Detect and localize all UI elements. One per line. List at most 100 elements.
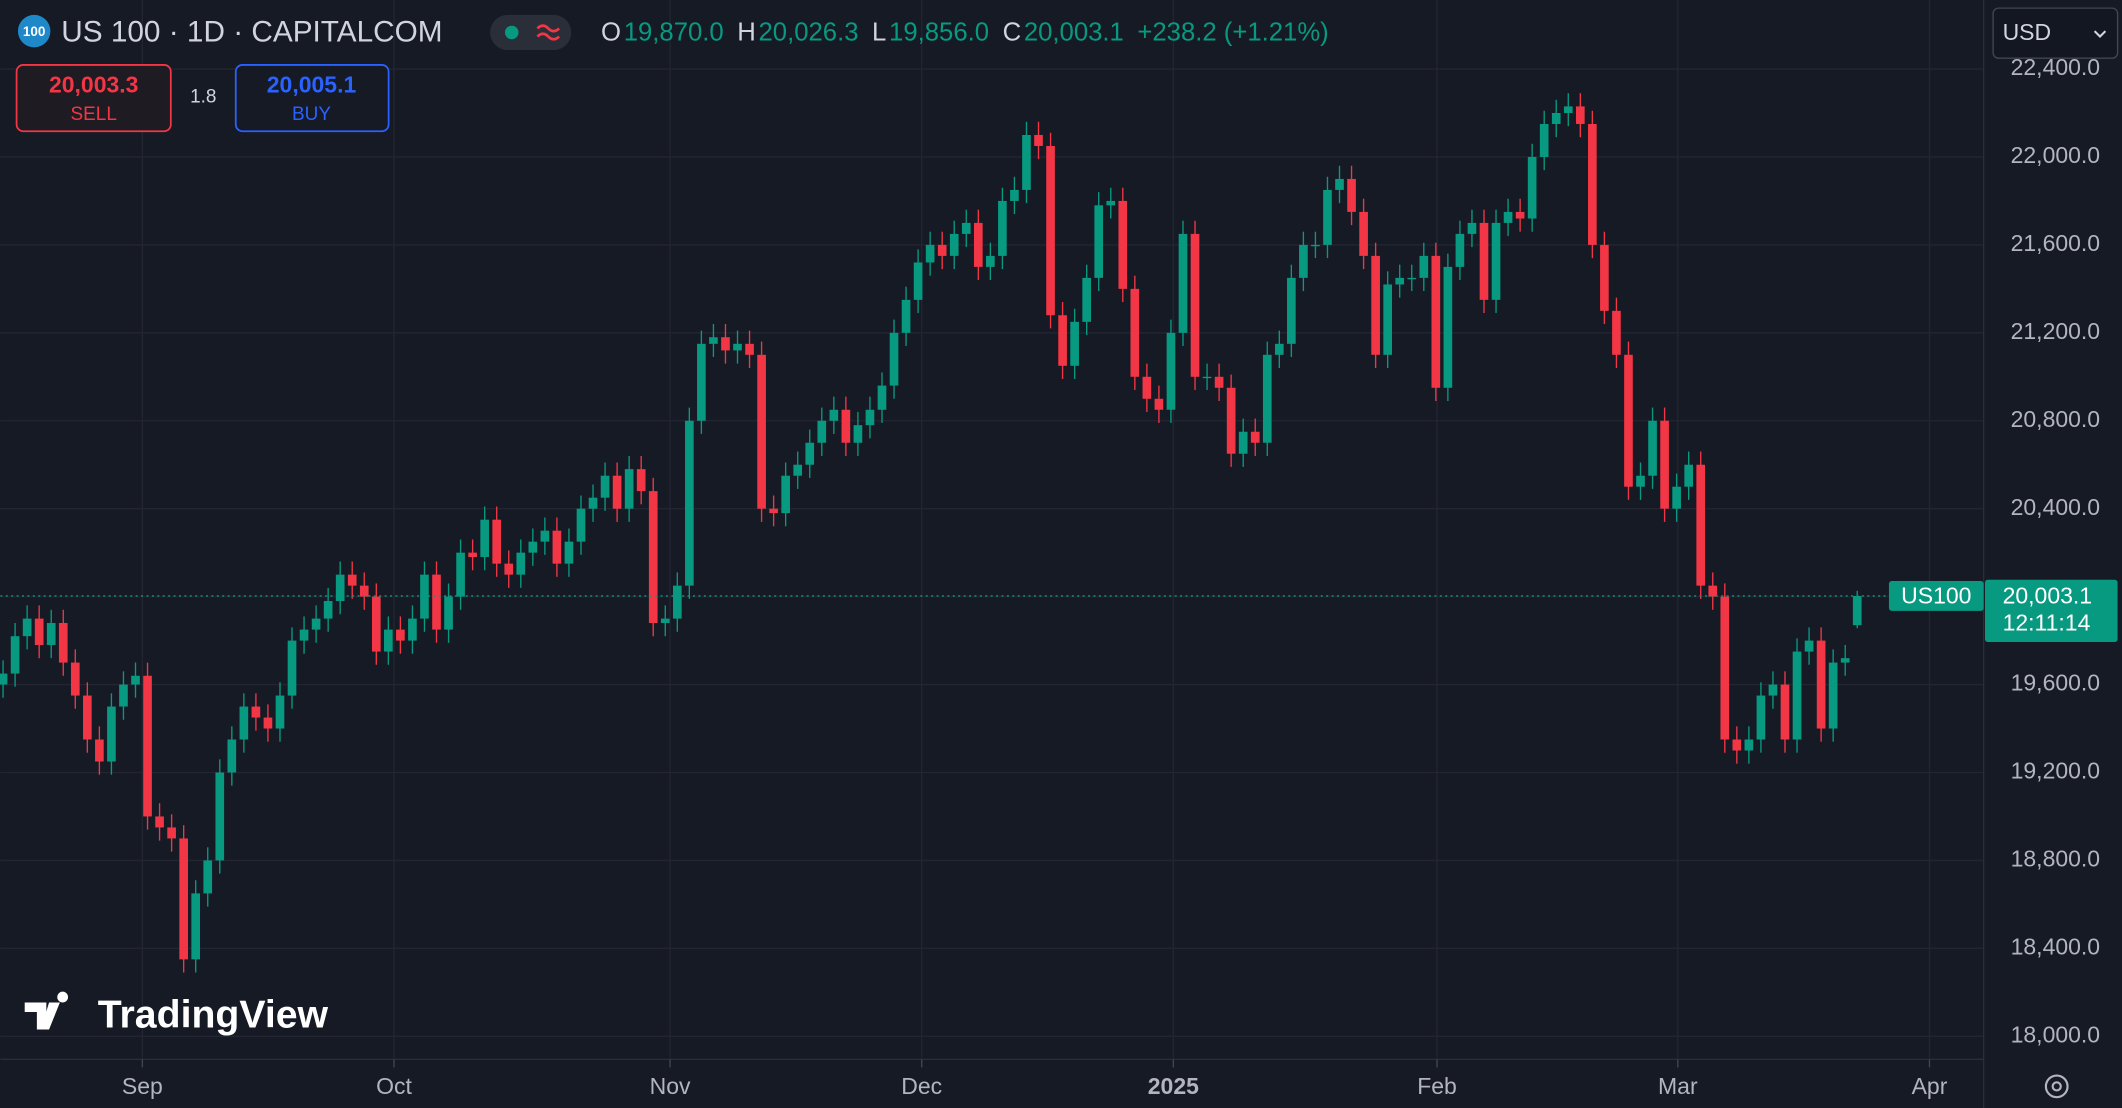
candle-body — [1780, 684, 1790, 740]
candle-body — [1299, 244, 1308, 278]
buy-button[interactable] — [234, 64, 390, 133]
candle-body — [227, 739, 237, 773]
candle-body — [841, 409, 851, 443]
candle-body — [1311, 244, 1320, 247]
countdown: 12:11:14 — [2003, 609, 2091, 635]
candle-body — [420, 574, 429, 619]
candle-body — [901, 299, 911, 333]
x-tick-label: Apr — [1912, 1073, 1948, 1099]
candle-body — [239, 706, 249, 740]
candle-body — [323, 601, 333, 619]
candle-body — [155, 816, 164, 828]
x-tick-label: Mar — [1658, 1073, 1698, 1099]
candle-body — [1503, 211, 1513, 223]
legend-key: O — [601, 19, 621, 47]
candle-body — [1190, 233, 1200, 377]
delayed-icon — [536, 24, 561, 41]
candle-body — [384, 629, 393, 652]
candle-body — [925, 244, 935, 263]
candle-body — [889, 332, 899, 386]
settings-icon[interactable] — [2044, 1074, 2069, 1099]
candle-body — [745, 343, 754, 355]
candle-body — [1118, 200, 1128, 289]
y-tick-label: 22,000.0 — [2011, 142, 2100, 168]
market-open-dot — [504, 25, 519, 40]
candle-body — [865, 409, 875, 426]
candle-body — [1636, 475, 1645, 487]
candle-body — [1648, 420, 1657, 476]
symbol-tag: US100 — [1901, 582, 1971, 608]
candle-body — [1840, 658, 1850, 663]
candle-body — [1335, 178, 1344, 190]
y-tick-label: 18,800.0 — [2011, 846, 2100, 872]
y-tick-label: 20,400.0 — [2011, 494, 2100, 520]
candle-body — [817, 420, 827, 443]
candle-body — [22, 618, 32, 637]
candle-body — [564, 541, 574, 564]
candle-body — [34, 618, 44, 645]
currency-button[interactable] — [1992, 7, 2119, 59]
candle-body — [1563, 106, 1573, 113]
candle-body — [1720, 596, 1730, 740]
currency-chevron — [2093, 30, 2107, 38]
candle-body — [1226, 387, 1236, 454]
candle-body — [432, 574, 441, 630]
candle-body — [191, 893, 201, 960]
y-tick-label: 18,000.0 — [2011, 1021, 2100, 1047]
candle-body — [1166, 332, 1176, 410]
candle-body — [203, 860, 213, 894]
sell-button[interactable] — [15, 64, 172, 133]
candle-body — [1178, 233, 1188, 333]
x-tick-label: Feb — [1417, 1073, 1457, 1099]
candle-body — [1214, 376, 1224, 388]
last-price-box — [1985, 579, 2118, 642]
candle-body — [1395, 277, 1405, 285]
candle-body — [757, 354, 766, 509]
candle-body — [1527, 156, 1537, 219]
candle-body — [46, 623, 56, 645]
candle-body — [287, 640, 297, 696]
candle-body — [131, 675, 140, 685]
candle-body — [973, 222, 983, 267]
candle-body — [1852, 595, 1862, 626]
y-tick-label: 18,400.0 — [2011, 933, 2100, 959]
candle-body — [119, 684, 128, 707]
x-tick-label: 2025 — [1148, 1073, 1199, 1099]
candle-body — [444, 596, 453, 630]
candle-body — [853, 425, 863, 443]
candle-body — [396, 629, 405, 641]
candle-body — [1479, 222, 1489, 300]
x-tick-label: Sep — [122, 1073, 163, 1099]
symbol-title[interactable]: US 100 · 1D · CAPITALCOM — [61, 16, 442, 49]
candle-body — [1443, 266, 1453, 388]
candle-body — [347, 574, 357, 586]
candle-body — [311, 618, 321, 630]
x-tick-label: Dec — [901, 1073, 942, 1099]
candle-body — [1600, 244, 1609, 311]
candle-body — [1551, 112, 1561, 124]
symbol-logo — [17, 14, 51, 48]
candle-body — [588, 497, 598, 509]
candle-body — [600, 475, 610, 498]
candle-body — [215, 772, 225, 861]
candle-body — [769, 508, 778, 514]
candle-body — [456, 552, 465, 597]
settings-icon-center — [2051, 1081, 2062, 1092]
buy-label: BUY — [292, 104, 331, 125]
candle-body — [1010, 189, 1019, 201]
y-tick-label: 19,200.0 — [2011, 758, 2100, 784]
candle-body — [1672, 486, 1681, 509]
candle-body — [1359, 211, 1368, 256]
spread: 1.8 — [190, 86, 216, 107]
status-pill[interactable] — [490, 14, 572, 51]
candle-body — [1371, 255, 1380, 355]
candle-body — [1250, 431, 1260, 443]
candle-body — [648, 491, 658, 624]
candle-body — [1756, 695, 1766, 740]
candle-body — [0, 673, 8, 685]
candle-body — [95, 739, 104, 762]
watermark-text: TradingView — [98, 993, 329, 1037]
y-tick-label: 19,600.0 — [2011, 670, 2100, 696]
